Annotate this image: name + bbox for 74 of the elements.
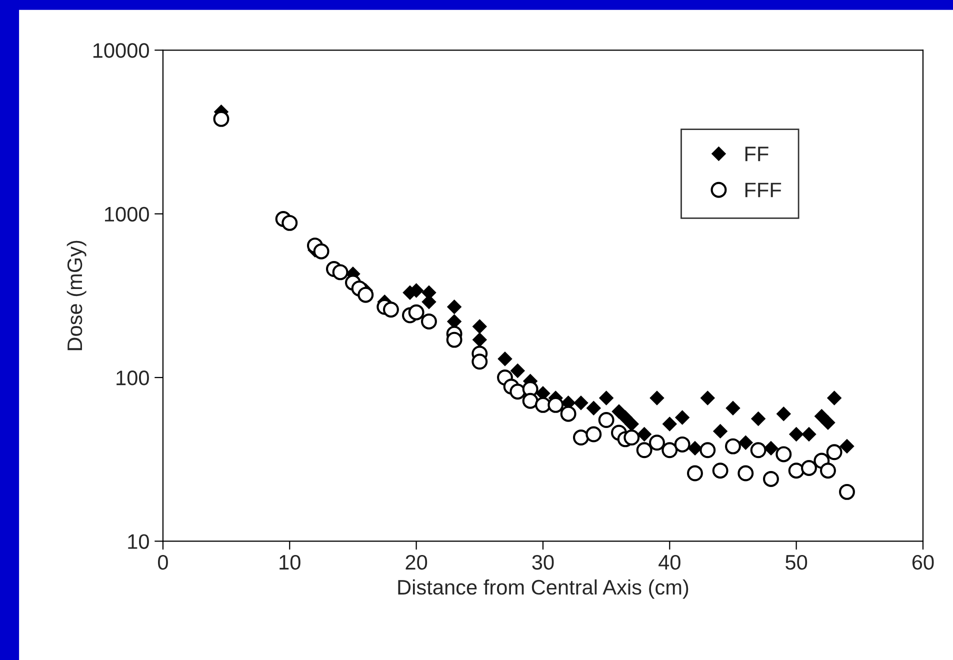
point xyxy=(726,400,740,416)
y-tick-label: 10 xyxy=(128,534,149,549)
point xyxy=(762,470,779,487)
x-tick-label: 50 xyxy=(786,554,808,570)
point xyxy=(382,302,399,318)
point xyxy=(472,332,487,348)
point xyxy=(522,392,538,409)
point xyxy=(826,444,842,460)
point xyxy=(686,465,703,482)
point xyxy=(724,438,741,454)
point xyxy=(358,286,374,303)
x-tick-label: 20 xyxy=(406,554,428,570)
point xyxy=(802,427,816,442)
point xyxy=(472,354,488,370)
point xyxy=(624,416,639,432)
point xyxy=(650,390,664,406)
point xyxy=(713,424,728,438)
point xyxy=(788,462,804,479)
point xyxy=(472,319,487,334)
point xyxy=(624,430,640,446)
point xyxy=(840,439,854,454)
point xyxy=(750,442,766,458)
x-tick-label: 40 xyxy=(658,554,680,570)
point xyxy=(688,440,702,456)
y-axis-title: Dose (mGy) xyxy=(66,240,86,350)
y-tick-label: 100 xyxy=(116,370,149,386)
point xyxy=(800,460,817,476)
point xyxy=(712,462,728,479)
point xyxy=(700,442,716,458)
legend-label: FF xyxy=(745,146,768,162)
point xyxy=(572,430,589,446)
x-tick-label: 10 xyxy=(280,554,300,570)
point xyxy=(776,406,791,422)
point xyxy=(510,384,526,400)
point xyxy=(586,426,602,442)
point xyxy=(662,416,677,432)
x-tick-label: 0 xyxy=(158,554,168,570)
point xyxy=(498,352,512,366)
legend-label: FFF xyxy=(745,182,782,198)
y-tick-label: 10000 xyxy=(93,43,149,58)
point xyxy=(447,300,462,314)
point xyxy=(636,442,652,458)
point xyxy=(637,427,652,442)
point xyxy=(313,243,330,260)
x-tick-label: 60 xyxy=(912,554,934,570)
point xyxy=(820,462,836,479)
point xyxy=(764,440,778,456)
point xyxy=(598,412,614,428)
point xyxy=(674,436,690,452)
point xyxy=(560,406,576,422)
point xyxy=(776,446,792,462)
point xyxy=(282,214,298,231)
point xyxy=(408,304,424,320)
point xyxy=(738,435,753,450)
point xyxy=(738,465,754,482)
point xyxy=(648,434,665,451)
point xyxy=(751,412,766,426)
y-tick-label: 1000 xyxy=(105,206,149,222)
point xyxy=(662,442,678,458)
point xyxy=(700,390,715,406)
point xyxy=(420,313,437,330)
point xyxy=(586,400,601,416)
point xyxy=(789,427,804,442)
point xyxy=(446,332,462,348)
point xyxy=(820,415,836,430)
point xyxy=(827,390,842,406)
point xyxy=(599,390,614,406)
point xyxy=(332,264,348,280)
point xyxy=(510,364,525,378)
point xyxy=(838,484,855,500)
x-axis-title: Distance from Central Axis (cm) xyxy=(398,579,688,599)
point xyxy=(574,396,588,410)
x-tick-label: 30 xyxy=(532,554,554,570)
point xyxy=(675,410,690,425)
